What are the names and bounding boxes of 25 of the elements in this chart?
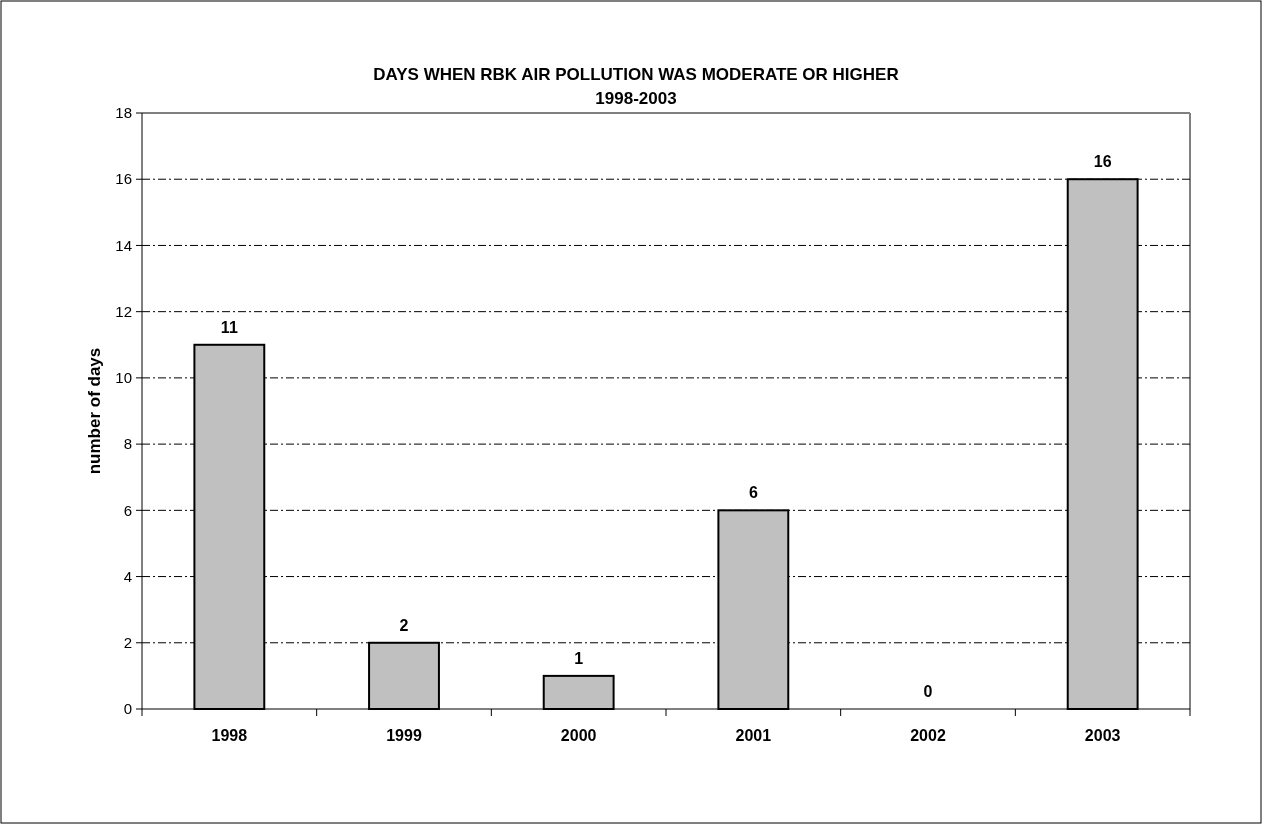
y-axis-title: number of days <box>85 347 104 475</box>
x-tick-label: 2003 <box>1084 727 1121 744</box>
data-label: 11 <box>220 318 238 336</box>
data-label: 2 <box>399 616 409 634</box>
y-tick-label: 2 <box>123 634 132 652</box>
y-tick-label: 12 <box>115 302 132 320</box>
x-tick-label: 1999 <box>386 727 422 744</box>
chart-subtitle: 1998-2003 <box>595 89 677 108</box>
x-tick-label: 1998 <box>211 727 248 744</box>
y-tick-label: 10 <box>115 369 132 387</box>
x-tick-label: 2001 <box>735 727 772 744</box>
y-tick-label: 14 <box>115 236 132 254</box>
chart-title: DAYS WHEN RBK AIR POLLUTION WAS MODERATE OR HIGHER <box>373 65 899 84</box>
data-label: 0 <box>923 683 933 700</box>
data-label: 1 <box>574 649 584 667</box>
y-tick-label: 18 <box>115 104 132 122</box>
data-label: 16 <box>1093 153 1112 171</box>
data-label: 6 <box>748 484 758 502</box>
y-tick-label: 16 <box>115 170 132 188</box>
y-tick-label: 4 <box>123 567 132 585</box>
x-tick-label: 2002 <box>910 727 946 744</box>
x-tick-label: 2000 <box>560 727 597 744</box>
y-tick-label: 8 <box>123 435 132 453</box>
y-tick-label: 0 <box>123 700 132 718</box>
y-tick-label: 6 <box>123 501 132 519</box>
